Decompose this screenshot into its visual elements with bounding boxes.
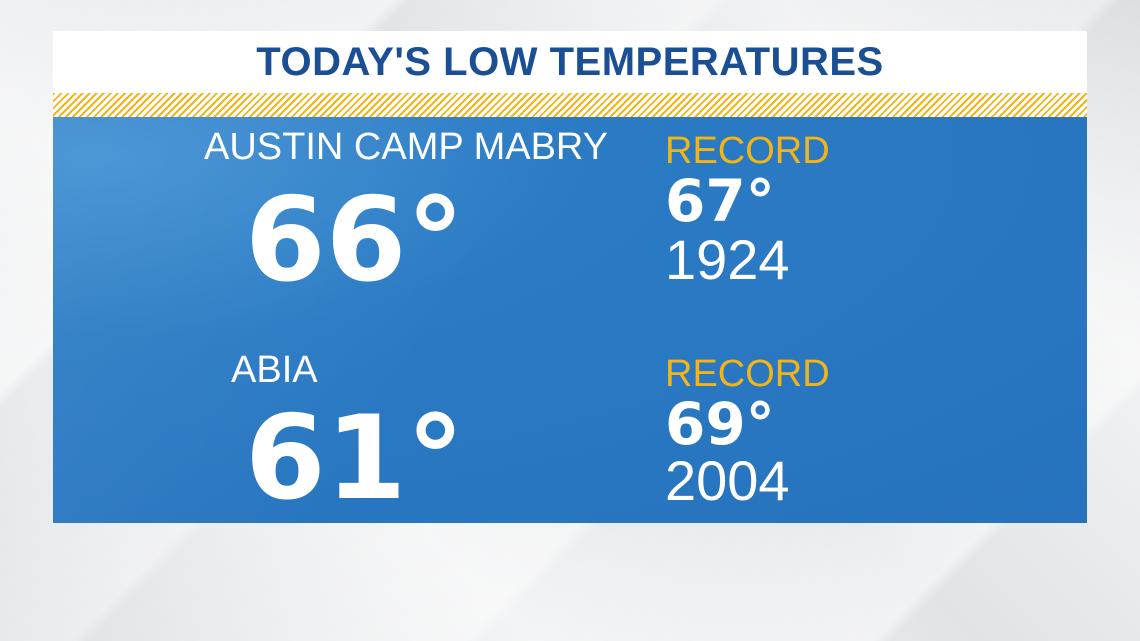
- record-label-abia: RECORD: [665, 353, 830, 395]
- station-name-abia: ABIA: [231, 349, 318, 391]
- temperatures-panel: AUSTIN CAMP MABRY 66° RECORD 67° 1924 AB…: [53, 117, 1087, 523]
- gold-stripe-divider: [53, 93, 1087, 117]
- record-temp-abia: 69°: [665, 390, 775, 458]
- station-name-austin-camp-mabry: AUSTIN CAMP MABRY: [204, 126, 609, 168]
- low-temp-austin-camp-mabry: 66°: [245, 173, 465, 308]
- record-year-austin-camp-mabry: 1924: [665, 228, 790, 291]
- title-bar: TODAY'S LOW TEMPERATURES: [53, 31, 1087, 93]
- low-temp-abia: 61°: [245, 391, 465, 523]
- panel-shading: [53, 117, 1087, 523]
- temperature-graphic: TODAY'S LOW TEMPERATURES AUSTIN CAMP MAB…: [53, 31, 1087, 523]
- graphic-title: TODAY'S LOW TEMPERATURES: [256, 39, 884, 84]
- record-year-abia: 2004: [665, 449, 790, 512]
- record-label-austin-camp-mabry: RECORD: [665, 130, 830, 172]
- record-temp-austin-camp-mabry: 67°: [665, 167, 775, 235]
